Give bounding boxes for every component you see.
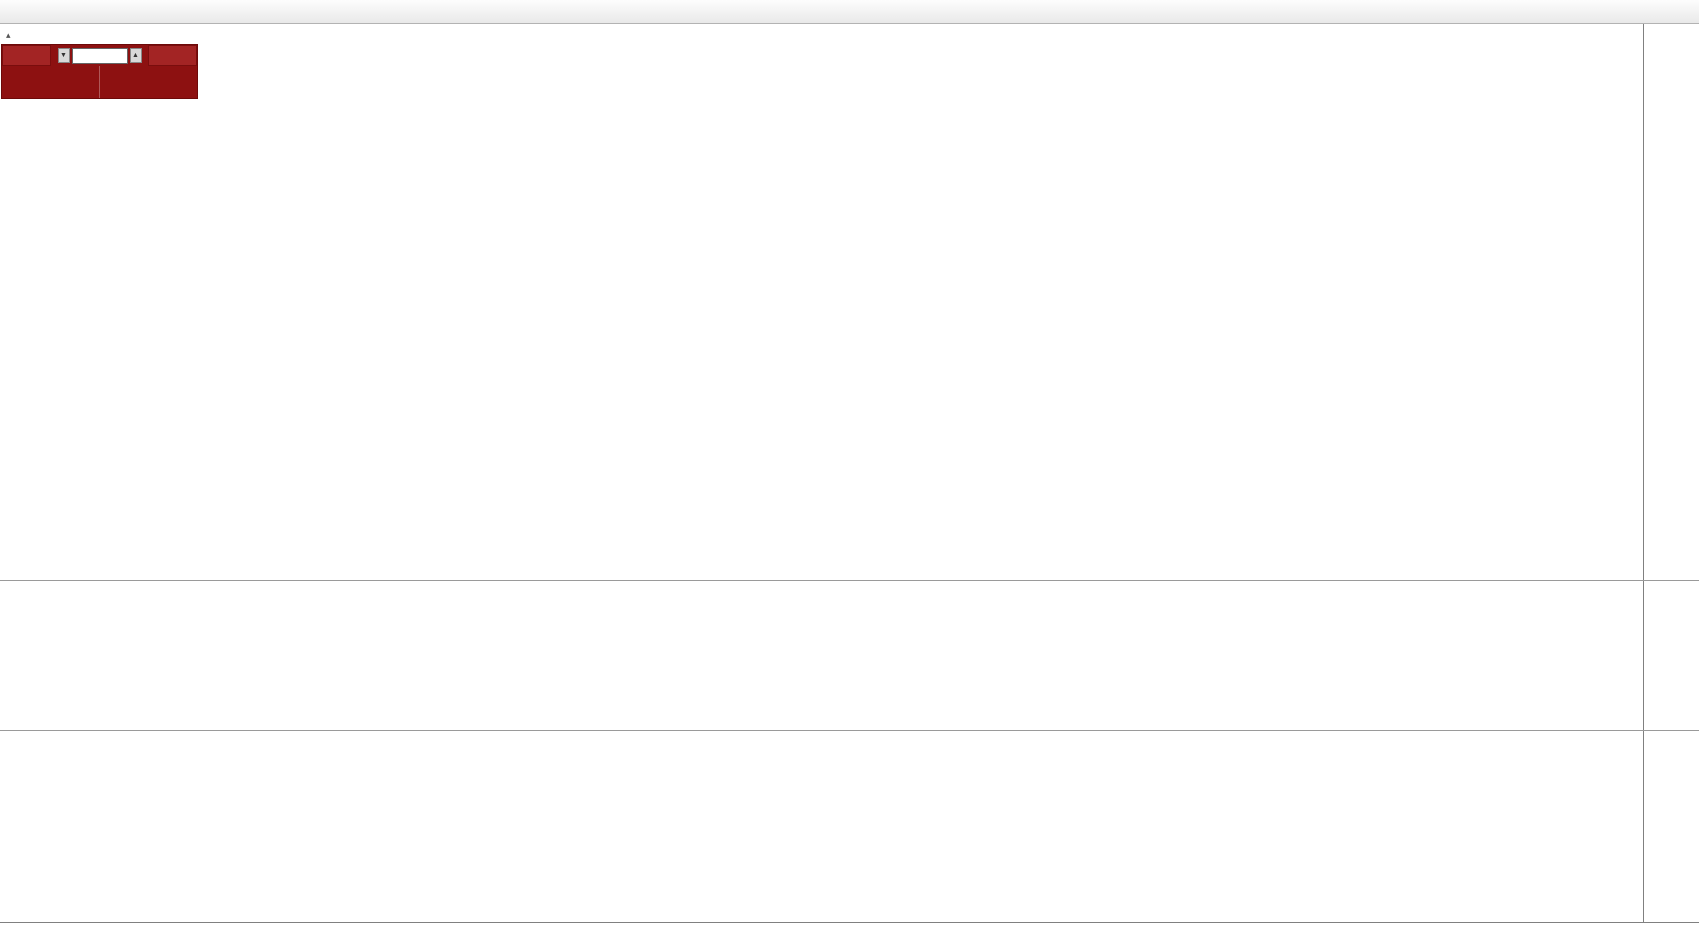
price-axis[interactable] [1643, 0, 1699, 946]
sell-button[interactable] [2, 45, 51, 66]
toolbar [0, 0, 1699, 24]
rsi-panel-separator[interactable] [0, 730, 1699, 731]
buy-button[interactable] [148, 45, 197, 66]
main-price-chart[interactable] [0, 24, 1643, 580]
symbol-ohlc-line: ▴ [6, 29, 20, 41]
volume-up-button[interactable]: ▲ [129, 48, 142, 63]
rsi-panel[interactable] [0, 730, 1643, 922]
macd-panel-separator[interactable] [0, 580, 1699, 581]
symbol-marker-icon: ▴ [6, 30, 11, 40]
volume-down-button[interactable]: ▼ [57, 48, 70, 63]
rsi-indicator-label [4, 733, 10, 745]
volume-control: ▼ ▲ [51, 45, 148, 66]
time-axis[interactable] [0, 922, 1699, 946]
macd-panel[interactable] [0, 580, 1643, 730]
volume-input[interactable] [71, 47, 128, 64]
one-click-trading-panel: ▼ ▲ [1, 44, 198, 99]
sell-price[interactable] [2, 66, 100, 98]
buy-price[interactable] [100, 66, 198, 98]
macd-indicator-label [4, 583, 15, 595]
